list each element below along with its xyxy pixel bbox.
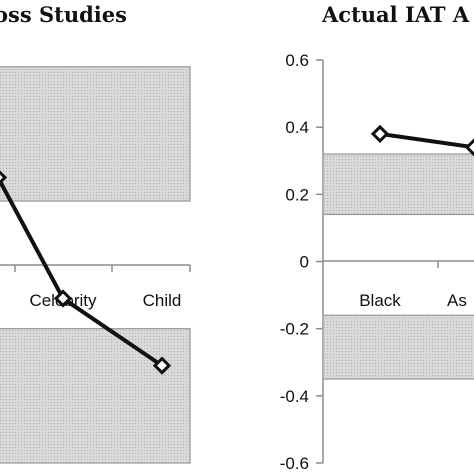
shaded-band (0, 328, 191, 464)
left-x-tick-child: Child (143, 291, 182, 310)
left-shaded-bands (0, 66, 191, 464)
right-x-tick-black: Black (359, 291, 401, 310)
left-chart-title: oss Studies (0, 2, 127, 27)
right-shaded-bands (322, 153, 474, 380)
data-point-marker (370, 124, 390, 144)
shaded-band (322, 314, 474, 380)
left-panel: oss Studies Celebrity Child (0, 2, 191, 464)
data-point-marker (0, 170, 8, 185)
right-chart-title: Actual IAT A (321, 2, 470, 27)
data-point-marker (53, 289, 73, 308)
right-series (370, 124, 474, 157)
left-series (0, 170, 172, 375)
y-tick-label: 0.4 (285, 118, 309, 137)
right-y-ticks: 0.6 0.4 0.2 0 -0.2 -0.4 -0.6 (280, 51, 323, 473)
right-x-tick-as: As (447, 291, 467, 310)
data-point-marker (152, 356, 172, 375)
y-tick-label: 0.6 (285, 51, 309, 70)
y-tick-label: -0.6 (280, 454, 309, 473)
data-point-marker (464, 138, 474, 157)
shaded-band (0, 66, 191, 202)
y-tick-label: -0.2 (280, 320, 309, 339)
right-panel: Actual IAT A 0.6 0.4 0.2 0 -0.2 -0.4 -0.6 Blac… (280, 2, 474, 473)
y-tick-label: 0 (300, 253, 309, 272)
shaded-band (322, 153, 474, 216)
series-line (379, 131, 474, 150)
y-tick-label: 0.2 (285, 185, 309, 204)
y-tick-label: -0.4 (280, 387, 309, 406)
